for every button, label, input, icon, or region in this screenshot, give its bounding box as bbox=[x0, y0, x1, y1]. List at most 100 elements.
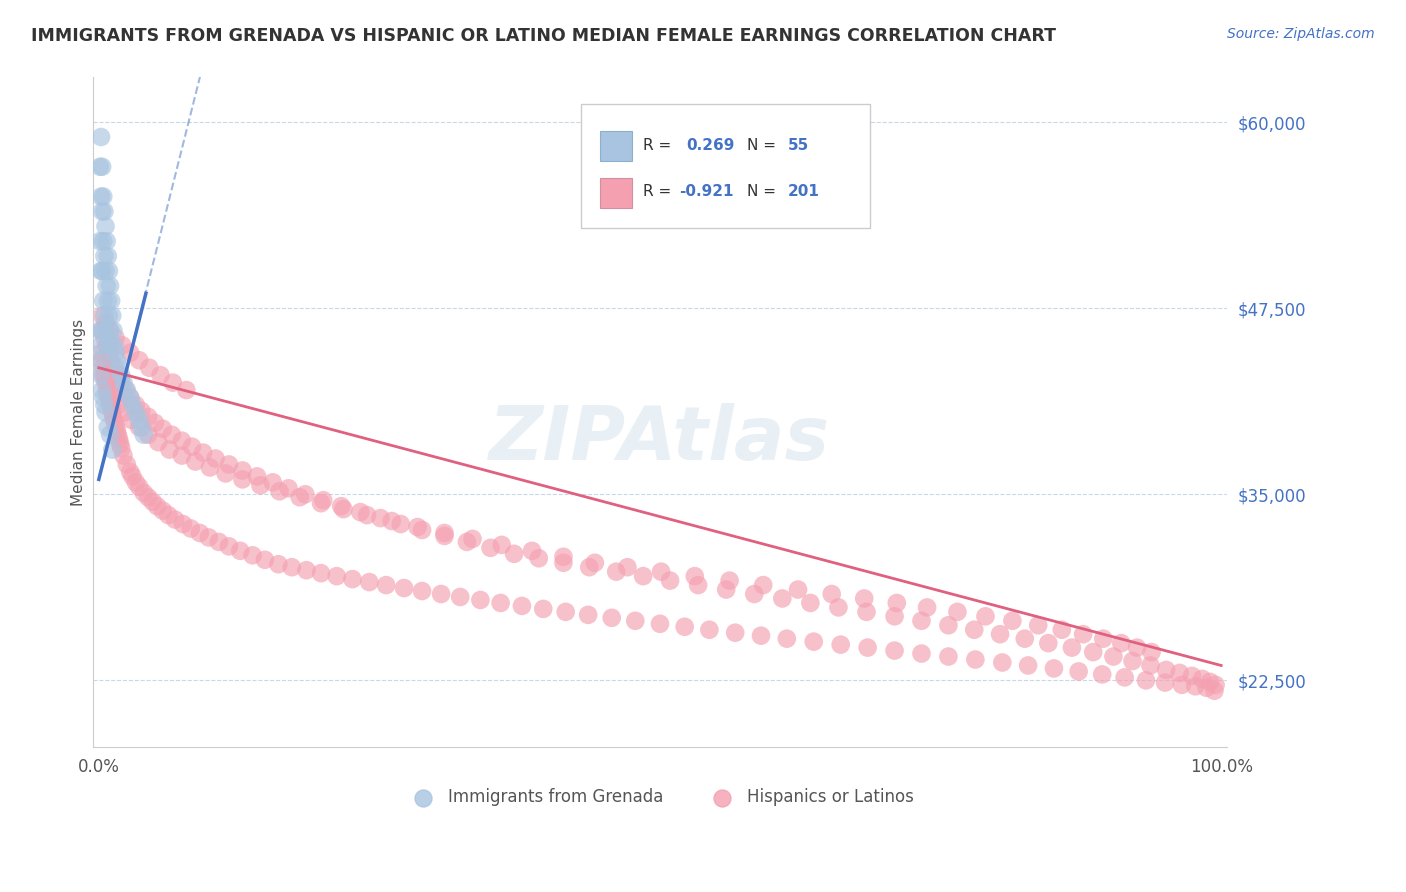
Point bbox=[886, 596, 908, 610]
Point bbox=[1171, 678, 1194, 692]
Point bbox=[716, 582, 738, 597]
Point bbox=[312, 493, 335, 508]
Point bbox=[136, 427, 159, 442]
Point bbox=[330, 499, 353, 513]
Point bbox=[938, 649, 960, 664]
Point bbox=[742, 587, 765, 601]
Point bbox=[827, 600, 849, 615]
Point bbox=[96, 338, 118, 352]
Point bbox=[553, 556, 575, 570]
Point bbox=[152, 503, 174, 517]
Point bbox=[411, 584, 433, 599]
Point bbox=[359, 575, 381, 590]
Point bbox=[659, 574, 682, 588]
Point bbox=[94, 324, 117, 338]
Point bbox=[90, 338, 112, 352]
Point bbox=[648, 616, 671, 631]
Point bbox=[974, 609, 997, 624]
Point bbox=[1092, 632, 1115, 646]
Point bbox=[104, 331, 127, 345]
Point bbox=[856, 640, 879, 655]
Point bbox=[104, 346, 127, 360]
Point bbox=[101, 442, 124, 457]
Point bbox=[105, 423, 128, 437]
Point bbox=[489, 596, 512, 610]
Point bbox=[131, 420, 153, 434]
Point bbox=[1014, 632, 1036, 646]
Point bbox=[208, 535, 231, 549]
Point bbox=[90, 189, 112, 203]
Point bbox=[91, 391, 114, 405]
Point bbox=[1043, 661, 1066, 675]
Point bbox=[883, 609, 905, 624]
Point bbox=[883, 643, 905, 657]
Point bbox=[89, 353, 111, 368]
Point bbox=[578, 560, 600, 574]
Point bbox=[616, 560, 638, 574]
Point bbox=[381, 514, 404, 528]
Point bbox=[110, 376, 132, 390]
Point bbox=[103, 338, 125, 352]
Point bbox=[253, 553, 276, 567]
Point bbox=[799, 596, 821, 610]
Point bbox=[449, 590, 471, 604]
Point bbox=[776, 632, 799, 646]
Point bbox=[94, 264, 117, 278]
Point bbox=[855, 605, 877, 619]
Bar bbox=[600, 178, 631, 208]
Text: N =: N = bbox=[747, 137, 782, 153]
Point bbox=[115, 383, 138, 397]
Point bbox=[98, 324, 121, 338]
Point bbox=[988, 627, 1011, 641]
Point bbox=[1205, 678, 1227, 692]
Point bbox=[510, 599, 533, 613]
Point bbox=[600, 611, 623, 625]
Point bbox=[1140, 645, 1163, 659]
Point bbox=[120, 391, 142, 405]
Point bbox=[93, 309, 115, 323]
Point bbox=[650, 565, 672, 579]
Point bbox=[1102, 649, 1125, 664]
Point bbox=[991, 656, 1014, 670]
Point bbox=[94, 405, 117, 419]
Point bbox=[288, 490, 311, 504]
Point bbox=[724, 625, 747, 640]
Point bbox=[1135, 673, 1157, 688]
Point bbox=[160, 427, 183, 442]
Point bbox=[143, 416, 166, 430]
Point bbox=[112, 449, 135, 463]
Point bbox=[1184, 679, 1206, 693]
Point bbox=[103, 391, 125, 405]
Point bbox=[97, 387, 120, 401]
Point bbox=[430, 587, 453, 601]
Point bbox=[269, 484, 291, 499]
Point bbox=[100, 338, 122, 352]
Point bbox=[165, 512, 187, 526]
Point bbox=[100, 293, 122, 308]
Point bbox=[1067, 665, 1090, 679]
Text: R =: R = bbox=[643, 185, 676, 200]
Point bbox=[125, 475, 148, 490]
Point bbox=[91, 324, 114, 338]
Point bbox=[554, 605, 576, 619]
Point bbox=[114, 405, 136, 419]
Point bbox=[553, 549, 575, 564]
Point bbox=[184, 454, 207, 468]
Point bbox=[470, 593, 492, 607]
Point bbox=[963, 623, 986, 637]
Point bbox=[90, 130, 112, 145]
Point bbox=[89, 160, 111, 174]
Point bbox=[1091, 667, 1114, 681]
Point bbox=[120, 391, 142, 405]
Point bbox=[91, 360, 114, 375]
Point bbox=[1083, 645, 1105, 659]
Point bbox=[1126, 640, 1149, 655]
Point bbox=[1204, 683, 1226, 698]
Point bbox=[309, 566, 332, 581]
Point bbox=[128, 420, 150, 434]
Point bbox=[249, 478, 271, 492]
Point bbox=[97, 293, 120, 308]
Point bbox=[520, 544, 543, 558]
Point bbox=[1060, 640, 1083, 655]
Point bbox=[787, 582, 810, 597]
